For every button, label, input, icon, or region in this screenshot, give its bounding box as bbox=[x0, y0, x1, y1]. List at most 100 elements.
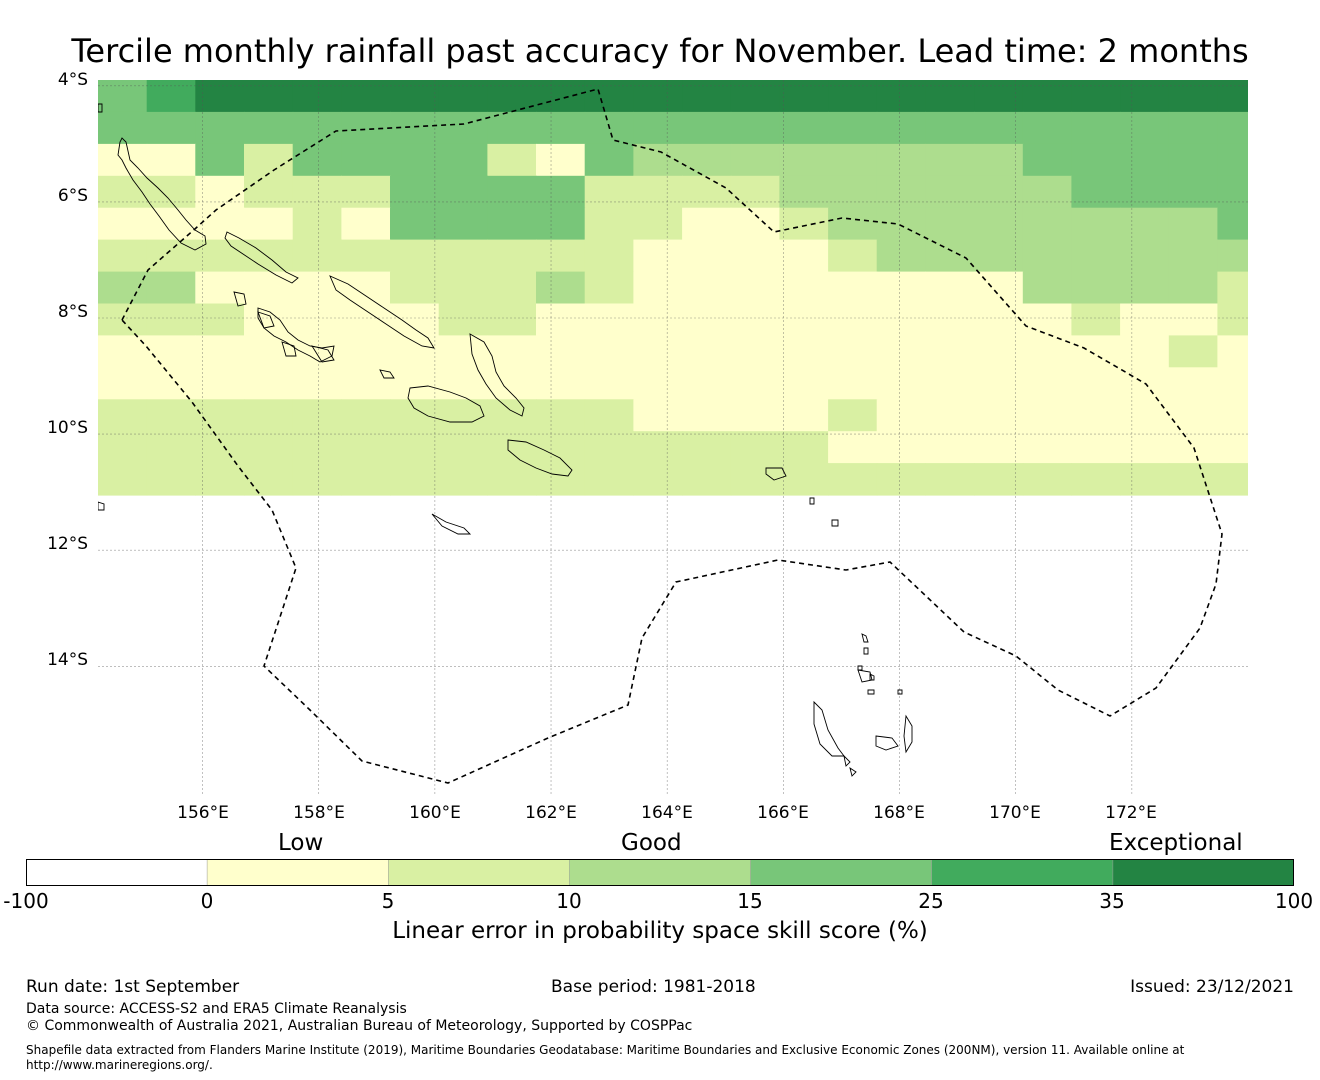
shapefile-url: http://www.marineregions.org/. bbox=[26, 1058, 213, 1072]
skill-cell bbox=[244, 111, 294, 145]
skill-cell bbox=[584, 367, 634, 400]
legend-category-exceptional: Exceptional bbox=[1109, 830, 1243, 856]
skill-cell bbox=[730, 271, 780, 305]
skill-cell bbox=[341, 431, 391, 464]
skill-cell bbox=[146, 271, 196, 305]
skill-cell bbox=[146, 111, 196, 145]
skill-cell bbox=[828, 271, 878, 305]
solomon-islands-eez bbox=[121, 88, 1223, 784]
guadalcanal-coast bbox=[407, 385, 485, 423]
skill-cell bbox=[292, 271, 342, 305]
skill-cell bbox=[876, 463, 926, 496]
skill-cell bbox=[1168, 143, 1219, 177]
skill-cell bbox=[925, 335, 975, 368]
skill-cell bbox=[730, 175, 780, 209]
skill-cell bbox=[633, 431, 683, 464]
skill-cell bbox=[828, 143, 878, 177]
skill-cell bbox=[244, 463, 294, 496]
skill-cell bbox=[390, 175, 440, 209]
skill-cell bbox=[730, 207, 780, 241]
skill-cell bbox=[876, 399, 926, 432]
skill-cell bbox=[1168, 399, 1219, 432]
skill-cell bbox=[195, 463, 245, 496]
lon-label-170e: 170°E bbox=[989, 803, 1041, 823]
skill-cell bbox=[98, 111, 148, 145]
skill-cell bbox=[682, 335, 732, 368]
colorbar-tick-10: 10 bbox=[556, 889, 582, 913]
skill-cell bbox=[98, 367, 148, 400]
skill-cell bbox=[1217, 175, 1248, 209]
skill-cell bbox=[682, 271, 732, 305]
colorbar-bin bbox=[750, 859, 933, 886]
skill-cell bbox=[146, 463, 196, 496]
lat-label-10s: 10°S bbox=[47, 418, 88, 438]
skill-cell bbox=[390, 239, 440, 273]
skill-cell bbox=[341, 303, 391, 336]
skill-cell bbox=[390, 335, 440, 368]
legend-category-low: Low bbox=[278, 830, 324, 856]
skill-cell bbox=[828, 335, 878, 368]
skill-cell bbox=[244, 143, 294, 177]
lon-label-166e: 166°E bbox=[757, 803, 809, 823]
skill-cell bbox=[1022, 399, 1073, 432]
skill-cell bbox=[292, 175, 342, 209]
skill-cell bbox=[341, 463, 391, 496]
lon-label-164e: 164°E bbox=[641, 803, 693, 823]
skill-cell bbox=[828, 463, 878, 496]
skill-cell bbox=[1168, 271, 1219, 305]
skill-cell bbox=[584, 80, 634, 113]
skill-cell bbox=[390, 80, 440, 113]
skill-cell bbox=[487, 463, 537, 496]
skill-cell bbox=[536, 463, 586, 496]
skill-cell bbox=[98, 239, 148, 273]
skill-cell bbox=[244, 335, 294, 368]
skill-cell bbox=[974, 463, 1024, 496]
skill-cell bbox=[195, 143, 245, 177]
skill-cell bbox=[974, 431, 1024, 464]
skill-cell bbox=[438, 175, 488, 209]
skill-cell bbox=[146, 367, 196, 400]
skill-cell bbox=[1217, 303, 1248, 336]
graticule bbox=[98, 80, 1248, 794]
lon-label-162e: 162°E bbox=[525, 803, 577, 823]
lat-label-14s: 14°S bbox=[47, 650, 88, 670]
skill-cell bbox=[682, 239, 732, 273]
skill-cell bbox=[244, 399, 294, 432]
colorbar-bin bbox=[569, 859, 752, 886]
skill-cell bbox=[584, 463, 634, 496]
skill-cell bbox=[876, 239, 926, 273]
skill-cell bbox=[828, 303, 878, 336]
skill-cell bbox=[1217, 207, 1248, 241]
skill-cell bbox=[98, 271, 148, 305]
skill-cell bbox=[244, 303, 294, 336]
skill-cell bbox=[244, 431, 294, 464]
skill-cell bbox=[146, 143, 196, 177]
skill-cell bbox=[633, 239, 683, 273]
skill-cell bbox=[292, 399, 342, 432]
colorbar-tick-0: 0 bbox=[200, 889, 214, 913]
skill-cell bbox=[1022, 80, 1073, 113]
skill-cell bbox=[633, 207, 683, 241]
skill-cell bbox=[730, 303, 780, 336]
skill-cell bbox=[98, 431, 148, 464]
colorbar bbox=[26, 859, 1294, 886]
skill-cell bbox=[633, 303, 683, 336]
skill-cell bbox=[682, 175, 732, 209]
skill-map-canvas bbox=[98, 80, 1248, 794]
skill-cell bbox=[925, 111, 975, 145]
skill-cell bbox=[536, 207, 586, 241]
skill-cell bbox=[779, 463, 829, 496]
skill-cell bbox=[390, 303, 440, 336]
skill-cell bbox=[536, 335, 586, 368]
skill-cell bbox=[487, 367, 537, 400]
skill-cell bbox=[536, 399, 586, 432]
skill-cell bbox=[974, 111, 1024, 145]
skill-cell bbox=[876, 143, 926, 177]
skill-cell bbox=[195, 111, 245, 145]
skill-cell bbox=[341, 207, 391, 241]
skill-cell bbox=[1071, 431, 1121, 464]
skill-cell bbox=[390, 431, 440, 464]
skill-cell bbox=[682, 80, 732, 113]
skill-cell bbox=[682, 303, 732, 336]
lat-label-8s: 8°S bbox=[57, 302, 88, 322]
